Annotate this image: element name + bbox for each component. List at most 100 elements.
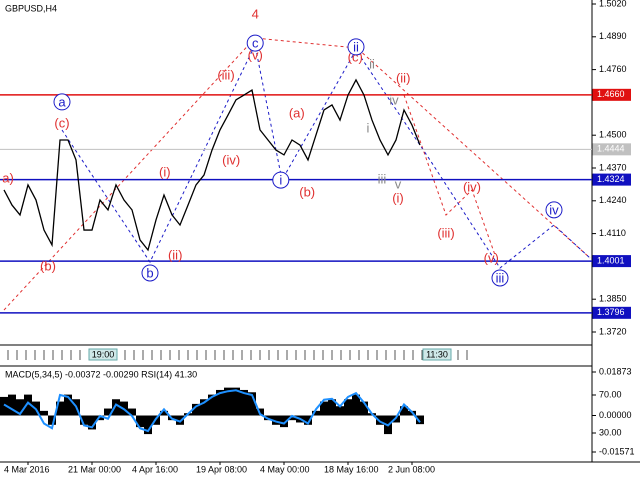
wave-label: a) [2, 171, 14, 186]
macd-bar [328, 399, 336, 416]
session-box [88, 348, 118, 361]
wave-label: iii [496, 270, 505, 285]
macd-bar [232, 387, 240, 416]
y-tick-label: 1.4890 [599, 31, 627, 41]
y-tick-label: -0.01571 [599, 446, 635, 456]
wave-circle [545, 201, 563, 219]
level-label: 1.4324 [597, 174, 625, 184]
macd-bar [176, 415, 184, 425]
wave-label: ii [353, 39, 359, 54]
macd-bar [0, 396, 8, 416]
wave-label: (v) [484, 251, 499, 266]
macd-bar [248, 392, 256, 416]
macd-bar [160, 410, 168, 416]
wave-label: (ii) [168, 247, 182, 262]
macd-bar [136, 415, 144, 428]
level-label: 1.4444 [597, 144, 625, 154]
wave-circle [53, 93, 71, 111]
y-tick-label: 1.4370 [599, 162, 627, 172]
wave-label: (b) [40, 258, 56, 273]
wave-label: 4 [252, 7, 259, 22]
wave-label: (iii) [217, 67, 234, 82]
level-box [593, 143, 631, 156]
wave-label: iv [389, 92, 399, 107]
macd-bar [376, 415, 384, 425]
y-tick-label: 1.4240 [599, 195, 627, 205]
level-box [593, 173, 631, 186]
wave-label: (a) [289, 105, 305, 120]
macd-bar [112, 399, 120, 416]
wave-label: (v) [248, 47, 263, 62]
wave-circle [141, 264, 159, 282]
wave-label: iv [549, 202, 559, 217]
macd-bar [104, 408, 112, 416]
level-label: 1.4001 [597, 255, 625, 265]
macd-bar [208, 394, 216, 416]
price-line [3, 78, 421, 252]
y-tick-label: 0.00000 [599, 410, 632, 420]
trend-line [3, 37, 591, 311]
macd-bar [224, 387, 232, 416]
y-tick-label: 1.4110 [599, 228, 626, 238]
wave-label: ii [369, 56, 375, 71]
wave-label: (ii) [396, 70, 410, 85]
x-tick-label: 18 May 16:00 [324, 464, 379, 474]
wave-label: iii [378, 172, 387, 187]
wave-label: i [279, 173, 282, 188]
level-box [593, 255, 631, 268]
wave-circle [347, 38, 365, 56]
x-tick-label: 4 Mar 2016 [4, 464, 50, 474]
macd-bar [288, 415, 296, 421]
wave-label: b [146, 265, 153, 280]
macd-bar [304, 415, 312, 425]
wave-circle [491, 269, 509, 287]
macd-bar [280, 415, 288, 428]
wave-label: v [395, 177, 402, 192]
chart-title: GBPUSD,H4 [5, 3, 57, 13]
macd-bar [24, 394, 32, 416]
wave-label: c [252, 36, 259, 51]
macd-bar [200, 399, 208, 416]
y-tick-label: 1.5020 [599, 0, 627, 8]
wave-circle [246, 34, 264, 52]
wave-label: (i) [392, 190, 404, 205]
macd-bar [128, 408, 136, 416]
macd-bar [64, 394, 72, 416]
level-label: 1.3796 [597, 307, 625, 317]
y-tick-label: 1.4500 [599, 130, 627, 140]
session-label: 19:00 [92, 349, 115, 359]
wave-label: (iv) [222, 152, 240, 167]
wave-label: a [58, 94, 66, 109]
macd-bar [336, 406, 344, 416]
level-box [593, 306, 631, 319]
y-tick-label: 1.3850 [599, 294, 627, 304]
x-tick-label: 2 Jun 08:00 [388, 464, 435, 474]
wave-label: (b) [299, 184, 315, 199]
indicator-title: MACD(5,34,5) -0.00372 -0.00290 RSI(14) 4… [5, 369, 197, 379]
macd-bar [40, 410, 48, 416]
x-tick-label: 19 Apr 08:00 [196, 464, 247, 474]
macd-bar [400, 406, 408, 416]
macd-bar [192, 403, 200, 416]
macd-bar [8, 394, 16, 416]
macd-bar [272, 415, 280, 425]
macd-bar [96, 415, 104, 421]
session-label: 11:30 [426, 349, 448, 359]
wave-label: (iv) [463, 179, 481, 194]
macd-bar [360, 401, 368, 416]
macd-bar [88, 415, 96, 430]
level-label: 1.4660 [597, 89, 625, 99]
macd-bar [48, 415, 56, 425]
forecast-line [403, 94, 496, 256]
wave-label: i [367, 120, 370, 135]
macd-bar [56, 401, 64, 416]
y-tick-label: 70.00 [599, 389, 622, 399]
macd-bar [312, 410, 320, 416]
rsi-line [3, 389, 421, 433]
macd-bar [80, 415, 88, 425]
macd-bar [320, 401, 328, 416]
macd-bar [344, 399, 352, 416]
